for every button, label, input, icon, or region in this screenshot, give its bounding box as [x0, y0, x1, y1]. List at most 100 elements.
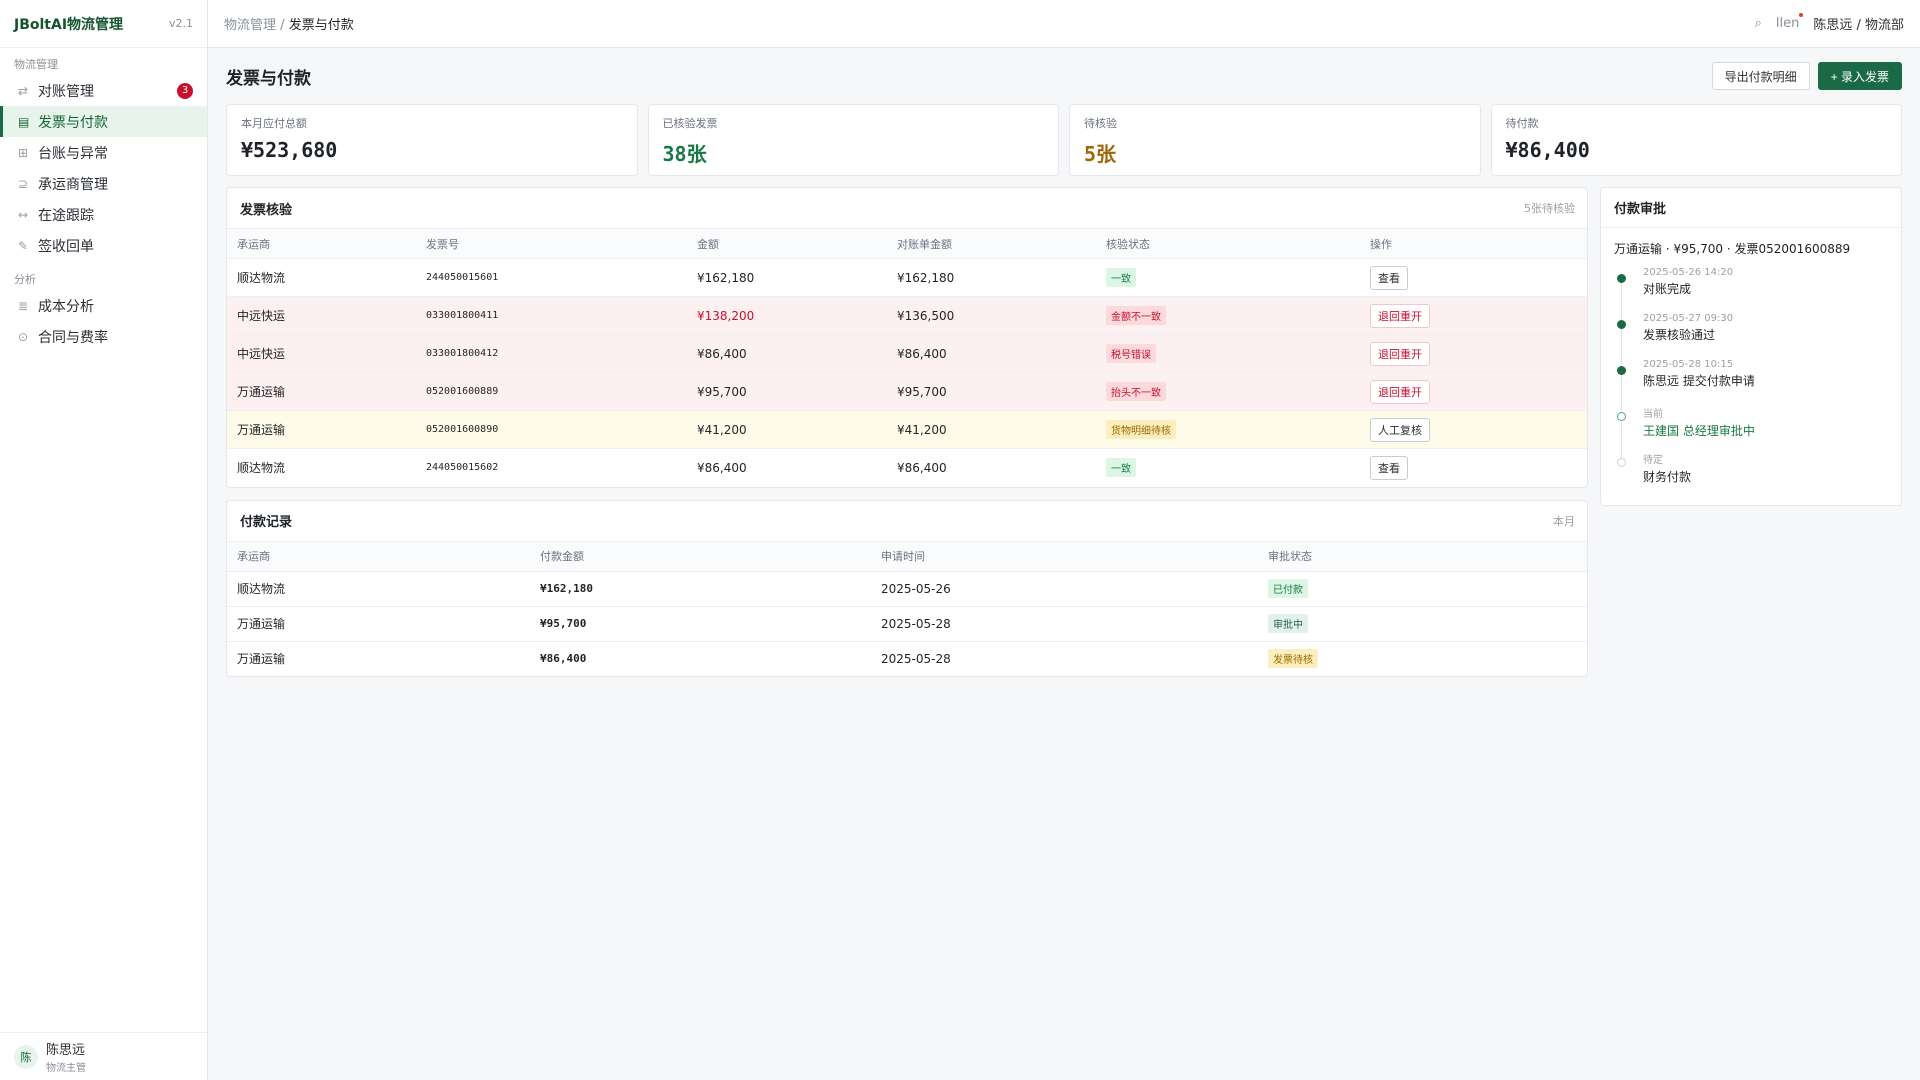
stat-label: 已核验发票 [662, 117, 718, 130]
sidebar-item[interactable]: ↔ 在途跟踪 [0, 199, 207, 230]
nav-group-label: 物流管理 [14, 58, 58, 71]
row-action-button[interactable]: 退回重开 [1370, 379, 1430, 404]
status-cell: 金额不一致 [1096, 296, 1360, 335]
sidebar-item-label: 对账管理 [38, 83, 94, 100]
table-row[interactable]: 顺达物流 ¥162,180 2025-05-26 已付款 [227, 571, 1587, 607]
search-icon[interactable]: ⌕ [1754, 16, 1762, 31]
timeline-step: 当前 王建国 总经理审批中 [1614, 405, 1888, 458]
row-action-button[interactable]: 退回重开 [1370, 341, 1430, 366]
status-badge: 一致 [1106, 268, 1136, 287]
sidebar-item-label: 合同与费率 [38, 329, 108, 346]
table-row[interactable]: 顺达物流 244050015601 ¥162,180 ¥162,180 一致 查看 [227, 258, 1587, 297]
status-cell: 税号错误 [1096, 334, 1360, 373]
avatar: 陈 [14, 1044, 38, 1069]
sidebar-item[interactable]: ⊞ 台账与异常 [0, 137, 207, 168]
bill-amount-cell: ¥41,200 [887, 410, 1096, 449]
breadcrumb: 物流管理 / 发票与付款 [224, 14, 1755, 33]
sidebar-item-label: 发票与付款 [38, 114, 108, 131]
step-text: 陈思远 提交付款申请 [1643, 374, 1755, 388]
amount-cell: ¥86,400 [697, 460, 747, 475]
timeline-connector [1621, 329, 1622, 366]
table-row[interactable]: 中远快运 033001800411 ¥138,200 ¥136,500 金额不一致 退回重… [227, 296, 1587, 335]
nav-group-label: 分析 [14, 273, 36, 286]
step-time: 待定 [1643, 455, 1663, 466]
sidebar-item-label: 在途跟踪 [38, 207, 94, 224]
carrier-cell: 中远快运 [227, 334, 416, 373]
notification-icon[interactable]: llen [1776, 13, 1804, 31]
status-badge: 审批中 [1268, 614, 1308, 633]
carrier-cell: 中远快运 [227, 296, 416, 335]
stat-value: ¥86,400 [1505, 138, 1590, 162]
timeline-step: 2025-05-27 09:30 发票核验通过 [1614, 313, 1888, 366]
step-time: 当前 [1643, 409, 1663, 420]
timeline-marker [1614, 405, 1628, 458]
app-name[interactable]: JBoltAI物流管理 [14, 16, 124, 33]
status-dot-icon [1617, 366, 1626, 375]
sidebar-item[interactable]: ✎ 签收回单 [0, 230, 207, 261]
export-button[interactable]: 导出付款明细 [1711, 62, 1810, 90]
payment-amount-cell: ¥162,180 [530, 571, 871, 607]
sidebar-item[interactable]: ▤ 发票与付款 [0, 106, 207, 137]
user-role: 物流主管 [46, 1063, 86, 1074]
row-action-button[interactable]: 人工复核 [1370, 417, 1430, 442]
action-cell: 退回重开 [1360, 334, 1587, 373]
amount-cell: ¥162,180 [687, 258, 887, 297]
step-text: 发票核验通过 [1643, 328, 1716, 342]
timeline-step: 2025-05-26 14:20 对账完成 [1614, 267, 1888, 320]
page-title: 发票与付款 [226, 68, 311, 89]
timeline-marker [1614, 451, 1628, 497]
table-row[interactable]: 中远快运 033001800412 ¥86,400 ¥86,400 税号错误 退回重开 [227, 334, 1587, 373]
table-row[interactable]: 顺达物流 244050015602 ¥86,400 ¥86,400 一致 查看 [227, 449, 1587, 487]
stat-value: 5张 [1084, 142, 1117, 166]
timeline-marker [1614, 359, 1628, 412]
amount-cell: ¥41,200 [687, 410, 887, 449]
add-invoice-button[interactable]: + 录入发票 [1817, 62, 1902, 90]
row-action-button[interactable]: 退回重开 [1370, 303, 1430, 328]
timeline-marker [1614, 267, 1628, 320]
row-action-button[interactable]: 查看 [1370, 455, 1408, 480]
sidebar-item[interactable]: ⇄ 对账管理 3 [0, 75, 207, 106]
app-version: v2.1 [168, 17, 193, 30]
payment-table: 承运商 付款金额 申请时间 审批状态 顺达物流 ¥162,180 2025-05-26 已付… [227, 540, 1587, 677]
invoice-no-cell: 033001800411 [416, 296, 687, 335]
breadcrumb-parent[interactable]: 物流管理 [224, 18, 277, 33]
action-cell: 退回重开 [1360, 296, 1587, 335]
topbar: 物流管理 / 发票与付款 ⌕ llen 陈思远 / 物流部 [208, 0, 1920, 48]
sidebar-item-label: 成本分析 [38, 298, 94, 315]
action-cell: 退回重开 [1360, 372, 1587, 411]
count-badge: 3 [177, 82, 193, 99]
status-cell: 货物明细待核 [1096, 410, 1360, 449]
table-row[interactable]: 万通运输 052001600890 ¥41,200 ¥41,200 货物明细待核 人工复核 [227, 410, 1587, 449]
sidebar-item[interactable]: ⊇ 承运商管理 [0, 168, 207, 199]
table-row[interactable]: 万通运输 ¥86,400 2025-05-28 发票待核 [227, 641, 1587, 676]
table-row[interactable]: 万通运输 052001600889 ¥95,700 ¥95,700 抬头不一致 退回重开 [227, 372, 1587, 411]
sidebar-item[interactable]: ⊙ 合同与费率 [0, 321, 207, 352]
grid-icon: ⊞ [18, 145, 29, 160]
breadcrumb-separator: / [280, 18, 285, 33]
carrier-icon: ⊇ [18, 176, 29, 191]
status-cell: 审批中 [1258, 606, 1587, 642]
table-row[interactable]: 万通运输 ¥95,700 2025-05-28 审批中 [227, 606, 1587, 642]
carrier-cell: 顺达物流 [237, 461, 286, 476]
carrier-cell: 万通运输 [227, 410, 416, 449]
user-footer[interactable]: 陈 陈思远 物流主管 [0, 1032, 207, 1080]
row-action-button[interactable]: 查看 [1370, 265, 1408, 290]
route-icon: ↔ [18, 207, 29, 222]
status-cell: 已付款 [1258, 571, 1587, 607]
stat-card: 本月应付总额 ¥523,680 [226, 104, 638, 176]
timeline-step: 2025-05-28 10:15 陈思远 提交付款申请 [1614, 359, 1888, 412]
stat-card: 待核验 5张 [1069, 104, 1481, 176]
approval-subtitle: 万通运输 · ¥95,700 · 发票052001600889 [1614, 242, 1851, 256]
notification-dot [1799, 13, 1804, 17]
column-header: 申请时间 [871, 540, 1258, 572]
carrier-cell: 顺达物流 [227, 258, 416, 297]
timeline-marker [1614, 313, 1628, 366]
payment-amount-cell: ¥95,700 [530, 606, 871, 642]
timeline-step: 待定 财务付款 [1614, 451, 1888, 497]
sidebar-item[interactable]: ≣ 成本分析 [0, 290, 207, 321]
top-user[interactable]: 陈思远 / 物流部 [1813, 18, 1904, 33]
carrier-cell: 万通运输 [227, 606, 530, 642]
user-name: 陈思远 [46, 1043, 86, 1058]
invoice-no-cell: 052001600890 [416, 410, 687, 449]
approval-timeline: 2025-05-26 14:20 对账完成 2025-05-27 09:30 发票核验… [1601, 267, 1901, 505]
